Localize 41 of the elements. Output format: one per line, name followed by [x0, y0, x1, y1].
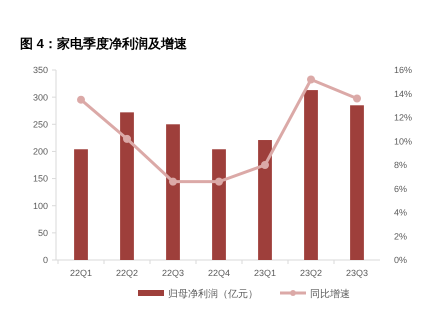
bar: [304, 90, 318, 260]
y-tick-label: 100: [32, 200, 48, 211]
y2-tick-label: 14%: [394, 88, 412, 99]
y-tick-label: 0: [42, 255, 48, 266]
point: [307, 76, 315, 84]
x-tick-label: 22Q2: [116, 268, 138, 278]
x-tick-label: 23Q3: [346, 268, 368, 278]
point: [169, 178, 177, 186]
y-tick-label: 150: [32, 174, 48, 184]
point: [77, 96, 85, 104]
y-tick-label: 200: [32, 146, 48, 157]
legend-label: 归母净利润（亿元）: [168, 288, 258, 300]
bar: [350, 105, 364, 260]
x-tick-label: 22Q1: [70, 268, 92, 278]
y2-tick-label: 12%: [394, 112, 412, 123]
bar: [212, 149, 226, 260]
x-tick-label: 23Q2: [300, 268, 322, 278]
legend-label: 同比增速: [310, 288, 350, 300]
y2-tick-label: 0%: [394, 255, 408, 266]
y-tick-label: 350: [32, 65, 48, 76]
bar: [120, 112, 134, 260]
bar: [258, 140, 272, 260]
y2-tick-label: 16%: [394, 65, 412, 76]
chart-title: 图 4：家电季度净利润及增速: [20, 36, 188, 51]
x-tick-label: 22Q3: [162, 268, 184, 278]
y2-tick-label: 6%: [394, 184, 408, 194]
bar: [74, 149, 88, 260]
point: [215, 178, 223, 186]
y2-tick-label: 8%: [394, 160, 408, 170]
y-tick-label: 250: [32, 119, 48, 130]
y-tick-label: 300: [32, 92, 48, 102]
point: [353, 94, 361, 102]
point: [123, 134, 131, 143]
x-tick-label: 22Q4: [208, 268, 230, 278]
point: [261, 161, 269, 169]
y2-tick-label: 4%: [394, 208, 408, 218]
x-tick-label: 23Q1: [254, 268, 276, 278]
y-tick-label: 50: [38, 228, 48, 238]
y2-tick-label: 10%: [394, 136, 412, 146]
bar: [166, 124, 180, 260]
y2-tick-label: 2%: [394, 231, 408, 242]
